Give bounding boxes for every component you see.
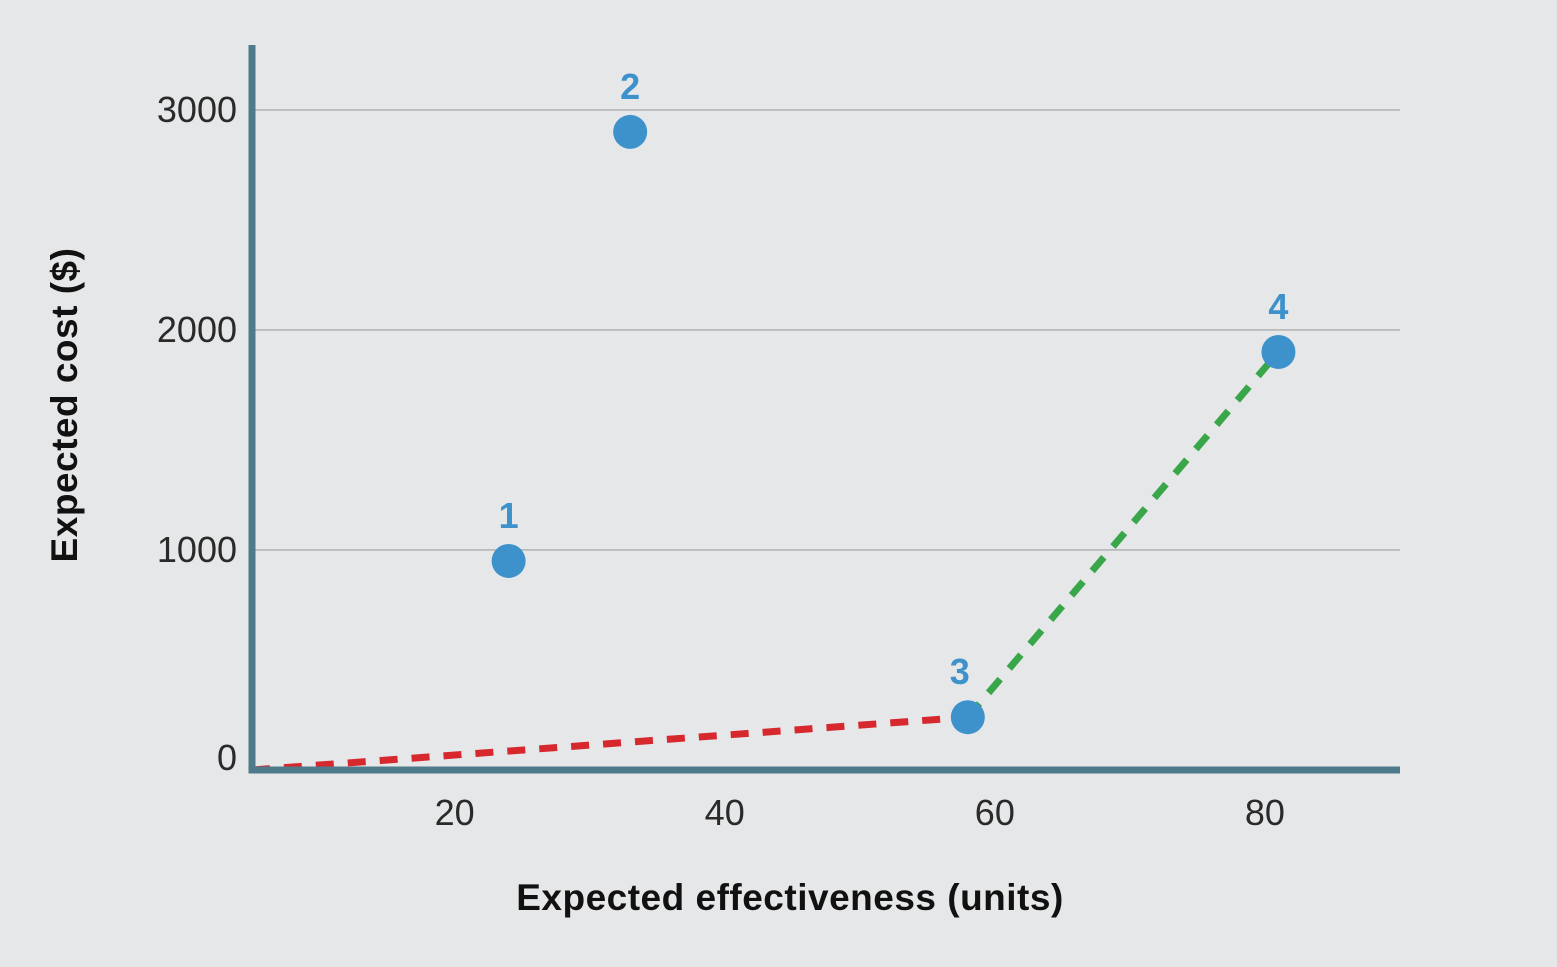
data-point-4 bbox=[1261, 334, 1296, 369]
data-point-label-3: 3 bbox=[950, 651, 970, 692]
y-tick-label-3000: 3000 bbox=[157, 89, 237, 130]
data-point-label-2: 2 bbox=[620, 66, 640, 107]
data-point-label-4: 4 bbox=[1268, 286, 1288, 327]
data-point-2 bbox=[613, 114, 648, 149]
data-point-3 bbox=[950, 700, 985, 735]
x-tick-label-20: 20 bbox=[435, 792, 475, 833]
x-tick-label-40: 40 bbox=[705, 792, 745, 833]
data-point-label-1: 1 bbox=[499, 495, 519, 536]
y-tick-label-2000: 2000 bbox=[157, 309, 237, 350]
data-point-1 bbox=[491, 543, 526, 578]
x-tick-label-60: 60 bbox=[975, 792, 1015, 833]
y-axis-title: Expected cost ($) bbox=[44, 247, 85, 563]
y-tick-label-0: 0 bbox=[217, 737, 237, 778]
dominated-path-segment-dashed-line bbox=[251, 713, 969, 774]
frontier-segment-dashed-line bbox=[965, 349, 1282, 720]
x-axis-title: Expected effectiveness (units) bbox=[516, 877, 1064, 918]
y-tick-label-1000: 1000 bbox=[157, 529, 237, 570]
x-tick-label-80: 80 bbox=[1245, 792, 1285, 833]
